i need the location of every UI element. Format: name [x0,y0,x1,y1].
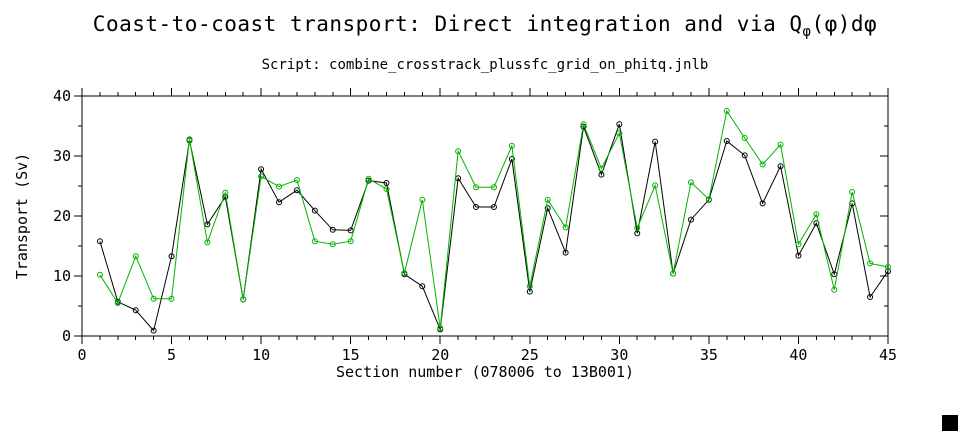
series-marker-direct-integration [383,180,390,186]
series-marker-via-qphi [132,253,139,260]
chart-title-prefix: Coast-to-coast transport: Direct integra… [92,12,803,36]
series-marker-via-qphi [616,130,623,137]
series-marker-via-qphi [276,183,283,190]
y-tick-label: 0 [62,327,71,345]
series-marker-via-qphi [867,260,874,267]
series-marker-via-qphi [526,283,533,290]
series-marker-direct-integration [885,268,891,275]
series-marker-direct-integration [616,121,623,128]
series-marker-direct-integration [723,138,730,144]
series-marker-via-qphi [258,173,265,180]
series-marker-direct-integration [562,249,569,256]
x-tick-label: 40 [789,346,807,364]
series-marker-direct-integration [652,138,659,145]
series-marker-via-qphi [508,142,515,149]
series-marker-via-qphi [813,211,820,218]
series-marker-direct-integration [598,171,605,178]
series-marker-direct-integration [168,253,175,260]
series-marker-direct-integration [150,327,157,334]
y-tick-label: 30 [53,147,71,165]
series-marker-direct-integration [96,238,103,245]
series-marker-via-qphi [347,238,354,245]
series-marker-via-qphi [705,196,712,203]
y-tick-label: 10 [53,267,71,285]
series-marker-via-qphi [634,225,641,231]
series-marker-via-qphi [723,108,730,114]
series-marker-via-qphi [455,148,462,155]
series-marker-direct-integration [759,200,766,207]
series-marker-via-qphi [759,161,766,168]
series-marker-via-qphi [849,189,856,195]
series-marker-via-qphi [831,286,838,293]
x-tick-label: 20 [431,346,449,364]
x-tick-label: 10 [252,346,270,364]
series-marker-direct-integration [258,166,265,173]
series-marker-direct-integration [329,226,336,233]
chart-title-suffix: (φ)dφ [811,12,878,36]
series-marker-via-qphi [419,196,426,203]
series-marker-via-qphi [204,239,211,246]
y-tick-label: 20 [53,207,71,225]
series-marker-direct-integration [687,216,694,223]
series-marker-via-qphi [96,271,103,278]
series-marker-via-qphi [311,238,318,245]
corner-marker-square [942,415,958,431]
series-marker-direct-integration [276,199,283,206]
x-tick-label: 0 [77,346,86,364]
series-marker-via-qphi [222,189,229,196]
series-marker-direct-integration [311,207,318,214]
series-marker-direct-integration [490,204,497,210]
series-marker-direct-integration [508,156,515,162]
series-marker-via-qphi [114,300,121,306]
series-marker-via-qphi [544,196,551,203]
y-tick-label: 40 [53,87,71,105]
series-marker-direct-integration [473,204,480,210]
series-marker-via-qphi [580,121,587,128]
series-marker-via-qphi [150,295,157,302]
x-tick-label: 25 [521,346,539,364]
x-tick-label: 35 [700,346,718,364]
series-marker-via-qphi [168,295,175,302]
series-line-via-qphi [99,109,889,329]
series-marker-via-qphi [329,241,336,248]
x-axis-label: Section number (078006 to 13B001) [335,363,634,381]
series-marker-via-qphi [383,186,390,192]
series-marker-via-qphi [777,141,784,148]
chart-title: Coast-to-coast transport: Direct integra… [76,12,894,40]
series-marker-via-qphi [473,184,480,191]
x-tick-label: 30 [610,346,628,364]
series-marker-via-qphi [562,224,569,231]
series-marker-via-qphi [401,270,408,276]
series-marker-via-qphi [186,136,193,143]
series-marker-direct-integration [347,227,354,234]
series-marker-direct-integration [795,252,802,259]
series-marker-direct-integration [741,152,748,159]
series-marker-via-qphi [885,264,891,270]
series-line-direct-integration [99,124,889,332]
series-marker-via-qphi [687,179,694,186]
x-tick-label: 15 [342,346,360,364]
x-tick-label: 45 [879,346,897,364]
series-marker-direct-integration [204,221,211,228]
series-marker-via-qphi [437,325,444,332]
series-marker-direct-integration [777,163,784,170]
series-marker-via-qphi [490,184,497,191]
series-marker-via-qphi [652,182,659,189]
series-marker-via-qphi [795,241,802,248]
series-marker-direct-integration [132,307,139,314]
series-marker-via-qphi [293,177,300,183]
chart-subtitle: Script: combine_crosstrack_plussfc_grid_… [261,57,709,73]
series-marker-direct-integration [867,294,874,300]
chart-title-subscript-phi: φ [802,24,812,40]
series-marker-via-qphi [365,175,372,182]
series-marker-via-qphi [240,296,247,303]
x-tick-label: 5 [167,346,176,364]
series-marker-via-qphi [598,165,605,172]
series-marker-direct-integration [419,283,426,290]
series-marker-via-qphi [741,135,748,141]
series-marker-direct-integration [544,205,551,212]
series-marker-via-qphi [670,270,677,277]
